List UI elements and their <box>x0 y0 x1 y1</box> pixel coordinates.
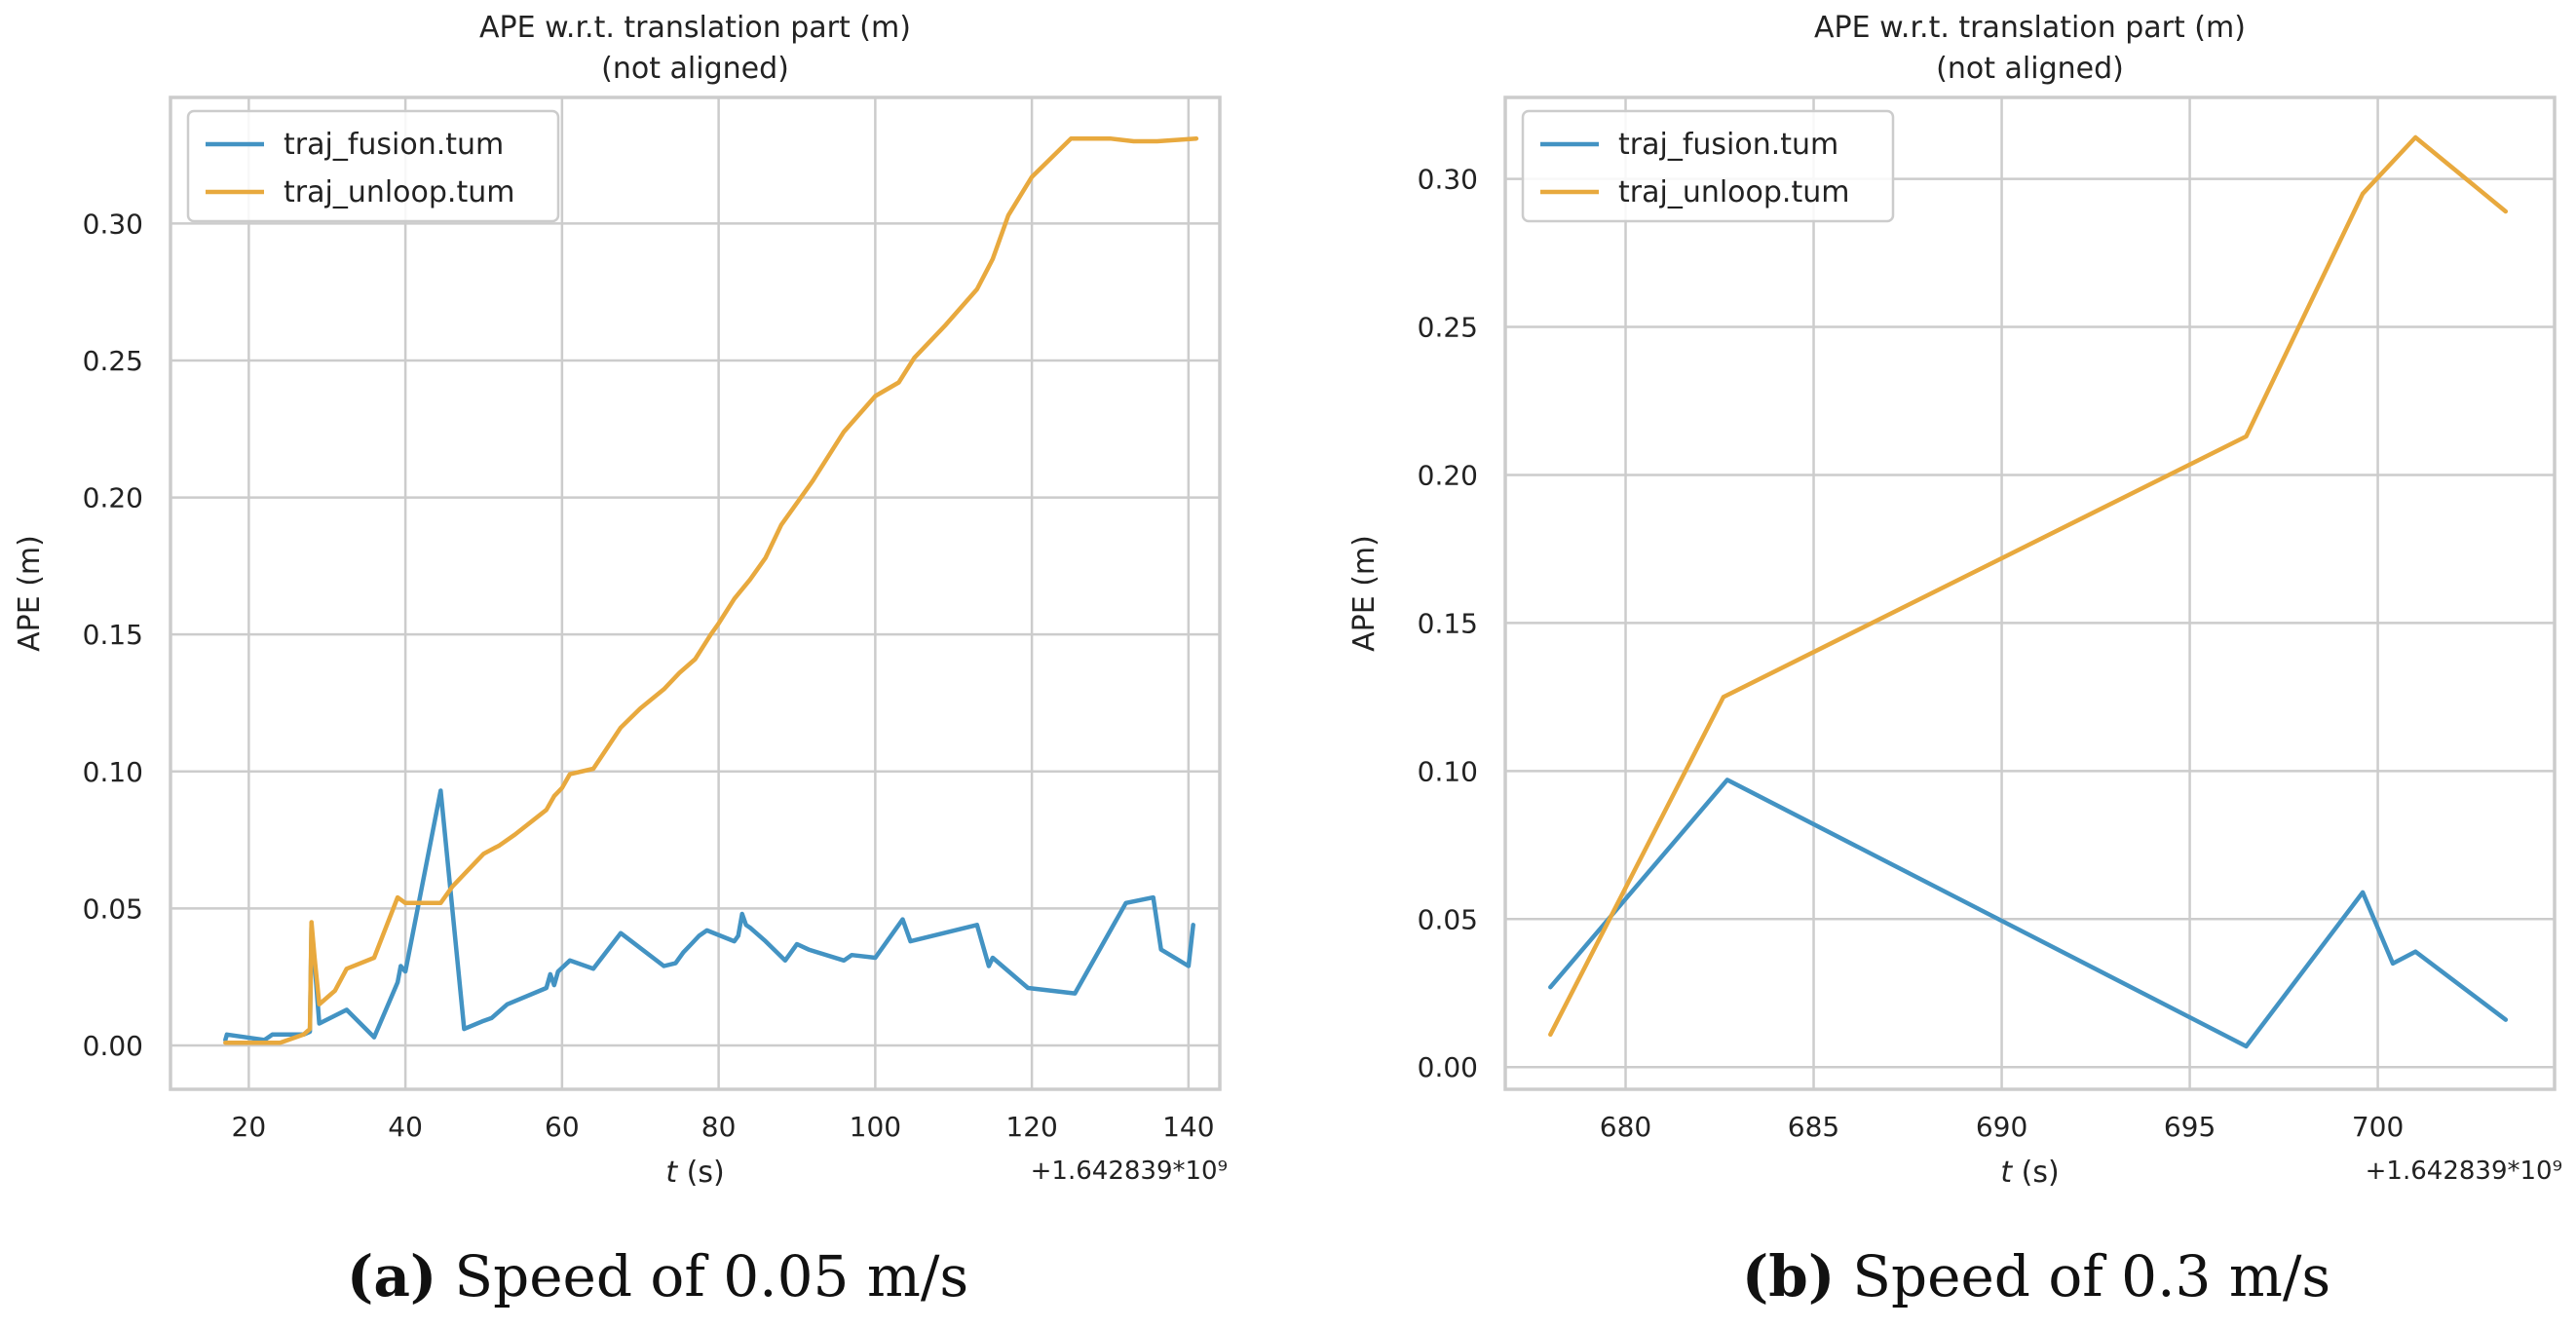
chart-title: APE w.r.t. translation part (m) <box>1814 11 2246 45</box>
x-axis-unit: (s) <box>677 1156 725 1190</box>
y-tick-label: 0.05 <box>1418 903 1478 935</box>
subfigure-label: (a) <box>347 1243 436 1309</box>
y-tick-label: 0.20 <box>83 482 143 514</box>
x-axis-label: t (s) <box>665 1156 724 1190</box>
y-tick-label: 0.10 <box>83 756 143 788</box>
y-tick-label: 0.00 <box>1418 1051 1478 1083</box>
y-tick-label: 0.00 <box>83 1030 143 1062</box>
y-tick-label: 0.15 <box>83 619 143 651</box>
x-tick-label: 140 <box>1162 1111 1214 1143</box>
legend-entry-label: traj_unloop.tum <box>284 175 514 209</box>
x-tick-label: 60 <box>545 1111 580 1143</box>
x-axis-variable: t <box>2000 1156 2013 1190</box>
legend-box <box>1521 109 1895 223</box>
series-line-traj-fusion-tum <box>1548 778 2509 1049</box>
plot-frame <box>169 95 1222 1091</box>
left-chart: 20 40 60 80 100 120 140 0.00 0.05 0.10 0.15 0.20 0.2… <box>13 11 1228 1309</box>
x-offset-text: +1.642839*10⁹ <box>2366 1157 2562 1186</box>
legend-entry-label: traj_fusion.tum <box>1618 128 1838 162</box>
y-axis-label: APE (m) <box>13 535 47 652</box>
y-tick-label: 0.30 <box>1418 164 1478 196</box>
x-tick-label: 20 <box>232 1111 267 1143</box>
series-line-traj-unloop-tum <box>223 135 1199 1045</box>
chart-subtitle: (not aligned) <box>601 52 789 86</box>
legend-box <box>186 109 560 223</box>
subfigure-caption: (a) Speed of 0.05 m/s <box>347 1243 968 1309</box>
chart-title: APE w.r.t. translation part (m) <box>479 11 911 45</box>
legend-entry-label: traj_unloop.tum <box>1618 175 1849 209</box>
subfigure-caption: (b) Speed of 0.3 m/s <box>1742 1243 2330 1309</box>
x-tick-label: 80 <box>701 1111 737 1143</box>
right-chart: 680 685 690 695 700 0.00 0.05 0.10 0.15 0.20 0.25 0… <box>1347 11 2562 1309</box>
x-tick-label: 40 <box>388 1111 423 1143</box>
subfigure-text: Speed of 0.05 m/s <box>454 1243 968 1309</box>
x-tick-label: 695 <box>2164 1111 2216 1143</box>
subfigure-label: (b) <box>1742 1243 1835 1309</box>
y-axis-label: APE (m) <box>1347 535 1382 652</box>
x-offset-text: +1.642839*10⁹ <box>1031 1157 1228 1186</box>
legend-entry-label: traj_fusion.tum <box>284 128 504 162</box>
x-tick-label: 700 <box>2352 1111 2404 1143</box>
y-tick-label: 0.25 <box>1418 312 1478 344</box>
y-tick-label: 0.15 <box>1418 607 1478 639</box>
series-line-traj-fusion-tum <box>223 788 1195 1043</box>
y-tick-label: 0.10 <box>1418 755 1478 787</box>
subfigure-text: Speed of 0.3 m/s <box>1852 1243 2330 1309</box>
x-tick-label: 120 <box>1005 1111 1057 1143</box>
x-tick-label: 690 <box>1976 1111 2027 1143</box>
x-tick-label: 680 <box>1600 1111 1651 1143</box>
series-line-traj-unloop-tum <box>1548 134 2509 1038</box>
plot-frame <box>1503 95 2557 1091</box>
x-axis-variable: t <box>665 1156 678 1190</box>
x-tick-label: 100 <box>850 1111 901 1143</box>
y-tick-label: 0.05 <box>83 892 143 925</box>
x-axis-unit: (s) <box>2012 1156 2060 1190</box>
x-tick-label: 685 <box>1788 1111 1839 1143</box>
y-tick-label: 0.20 <box>1418 459 1478 491</box>
x-axis-label: t (s) <box>2000 1156 2059 1190</box>
y-tick-label: 0.25 <box>83 345 143 377</box>
y-tick-label: 0.30 <box>83 208 143 240</box>
chart-subtitle: (not aligned) <box>1936 52 2124 86</box>
